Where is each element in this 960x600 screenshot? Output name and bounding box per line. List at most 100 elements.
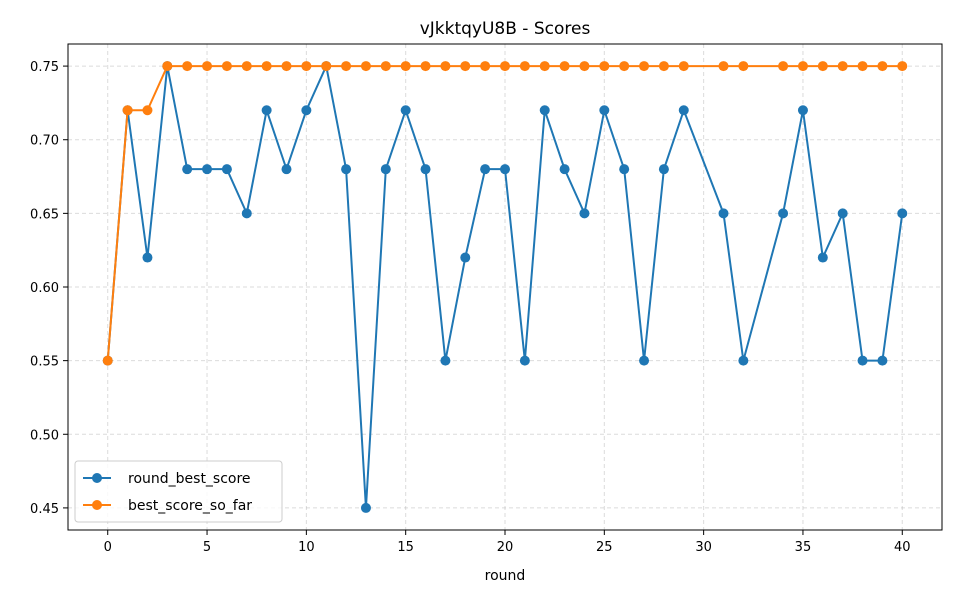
data-point-round-best-score (539, 105, 550, 116)
data-point-best-score-so-far (877, 61, 888, 72)
axis-ticks: 0 5 10 15 20 25 30 35 40 0.45 0.50 0.55 0.60 0.65 0.70… (30, 60, 910, 555)
data-point-best-score-so-far (599, 61, 610, 72)
x-axis-title: round (485, 568, 526, 584)
data-point-round-best-score (400, 105, 411, 116)
data-point-round-best-score (420, 164, 431, 175)
x-tick-label: 35 (795, 540, 812, 555)
x-tick-label: 30 (695, 540, 712, 555)
data-point-best-score-so-far (460, 61, 471, 72)
data-point-round-best-score (678, 105, 689, 116)
data-point-best-score-so-far (480, 61, 491, 72)
y-tick-label: 0.45 (30, 502, 59, 517)
x-tick-label: 0 (104, 540, 112, 555)
x-tick-label: 10 (298, 540, 315, 555)
y-tick-label: 0.75 (30, 60, 59, 75)
data-point-round-best-score (500, 164, 510, 175)
data-point-best-score-so-far (837, 61, 848, 72)
data-point-best-score-so-far (738, 61, 749, 72)
data-point-round-best-score (857, 355, 868, 366)
data-point-round-best-score (579, 208, 590, 219)
y-tick-label: 0.60 (30, 281, 59, 296)
chart-title: vJkktqyU8B - Scores (420, 19, 591, 39)
data-point-best-score-so-far (122, 105, 133, 116)
series-best-score-so-far (102, 61, 908, 366)
data-point-best-score-so-far (241, 61, 252, 72)
series-layer (102, 61, 908, 513)
data-point-best-score-so-far (857, 61, 868, 72)
data-point-round-best-score (718, 208, 729, 219)
data-point-round-best-score (897, 208, 908, 219)
x-tick-label: 25 (596, 540, 613, 555)
legend-box (74, 460, 283, 523)
data-point-best-score-so-far (221, 61, 232, 72)
legend-label-round-best-score: round_best_score (128, 471, 251, 487)
data-point-best-score-so-far (658, 61, 669, 72)
legend: round_best_score best_score_so_far (74, 460, 283, 523)
data-point-best-score-so-far (400, 61, 411, 72)
x-tick-label: 15 (397, 540, 414, 555)
legend-label-best-score-so-far: best_score_so_far (128, 498, 252, 514)
y-tick-label: 0.65 (30, 207, 59, 222)
data-point-best-score-so-far (639, 61, 650, 72)
data-point-best-score-so-far (281, 61, 292, 72)
data-point-best-score-so-far (162, 61, 173, 72)
data-point-best-score-so-far (718, 61, 729, 72)
x-tick-label: 40 (894, 540, 911, 555)
data-point-best-score-so-far (619, 61, 630, 72)
data-point-best-score-so-far (817, 61, 828, 72)
data-point-best-score-so-far (420, 61, 431, 72)
data-point-round-best-score (738, 355, 749, 366)
data-point-best-score-so-far (182, 61, 193, 72)
data-point-best-score-so-far (321, 61, 332, 72)
data-point-round-best-score (221, 164, 232, 175)
data-point-best-score-so-far (202, 61, 213, 72)
data-point-round-best-score (301, 105, 312, 116)
y-tick-label: 0.50 (30, 428, 59, 443)
data-point-round-best-score (142, 252, 153, 263)
data-point-round-best-score (519, 355, 530, 366)
grid (68, 44, 942, 530)
data-point-round-best-score (360, 502, 371, 513)
data-point-round-best-score (261, 105, 272, 116)
data-point-best-score-so-far (500, 61, 510, 72)
y-tick-label: 0.55 (30, 355, 59, 370)
data-point-round-best-score (281, 164, 292, 175)
y-tick-label: 0.70 (30, 134, 59, 149)
data-point-best-score-so-far (678, 61, 689, 72)
data-point-best-score-so-far (440, 61, 451, 72)
data-point-round-best-score (817, 252, 828, 263)
data-point-round-best-score (480, 164, 491, 175)
data-point-round-best-score (877, 355, 888, 366)
data-point-best-score-so-far (539, 61, 550, 72)
x-tick-label: 5 (203, 540, 211, 555)
data-point-best-score-so-far (579, 61, 590, 72)
data-point-round-best-score (658, 164, 669, 175)
data-point-round-best-score (241, 208, 252, 219)
data-point-round-best-score (202, 164, 213, 175)
data-point-round-best-score (619, 164, 630, 175)
data-point-best-score-so-far (797, 61, 808, 72)
data-point-round-best-score (440, 355, 451, 366)
data-point-best-score-so-far (102, 355, 113, 366)
data-point-best-score-so-far (380, 61, 391, 72)
data-point-round-best-score (778, 208, 789, 219)
data-point-round-best-score (797, 105, 808, 116)
data-point-best-score-so-far (360, 61, 371, 72)
data-point-best-score-so-far (519, 61, 530, 72)
data-point-best-score-so-far (897, 61, 908, 72)
data-point-best-score-so-far (301, 61, 312, 72)
legend-marker-best-score-so-far (92, 500, 102, 510)
x-tick-label: 20 (497, 540, 514, 555)
data-point-best-score-so-far (142, 105, 153, 116)
data-point-best-score-so-far (261, 61, 272, 72)
data-point-round-best-score (837, 208, 848, 219)
series-round-best-score (102, 61, 908, 513)
data-point-best-score-so-far (778, 61, 789, 72)
data-point-round-best-score (182, 164, 193, 175)
data-point-round-best-score (341, 164, 352, 175)
data-point-round-best-score (460, 252, 471, 263)
data-point-best-score-so-far (559, 61, 570, 72)
data-point-round-best-score (380, 164, 391, 175)
data-point-round-best-score (599, 105, 610, 116)
